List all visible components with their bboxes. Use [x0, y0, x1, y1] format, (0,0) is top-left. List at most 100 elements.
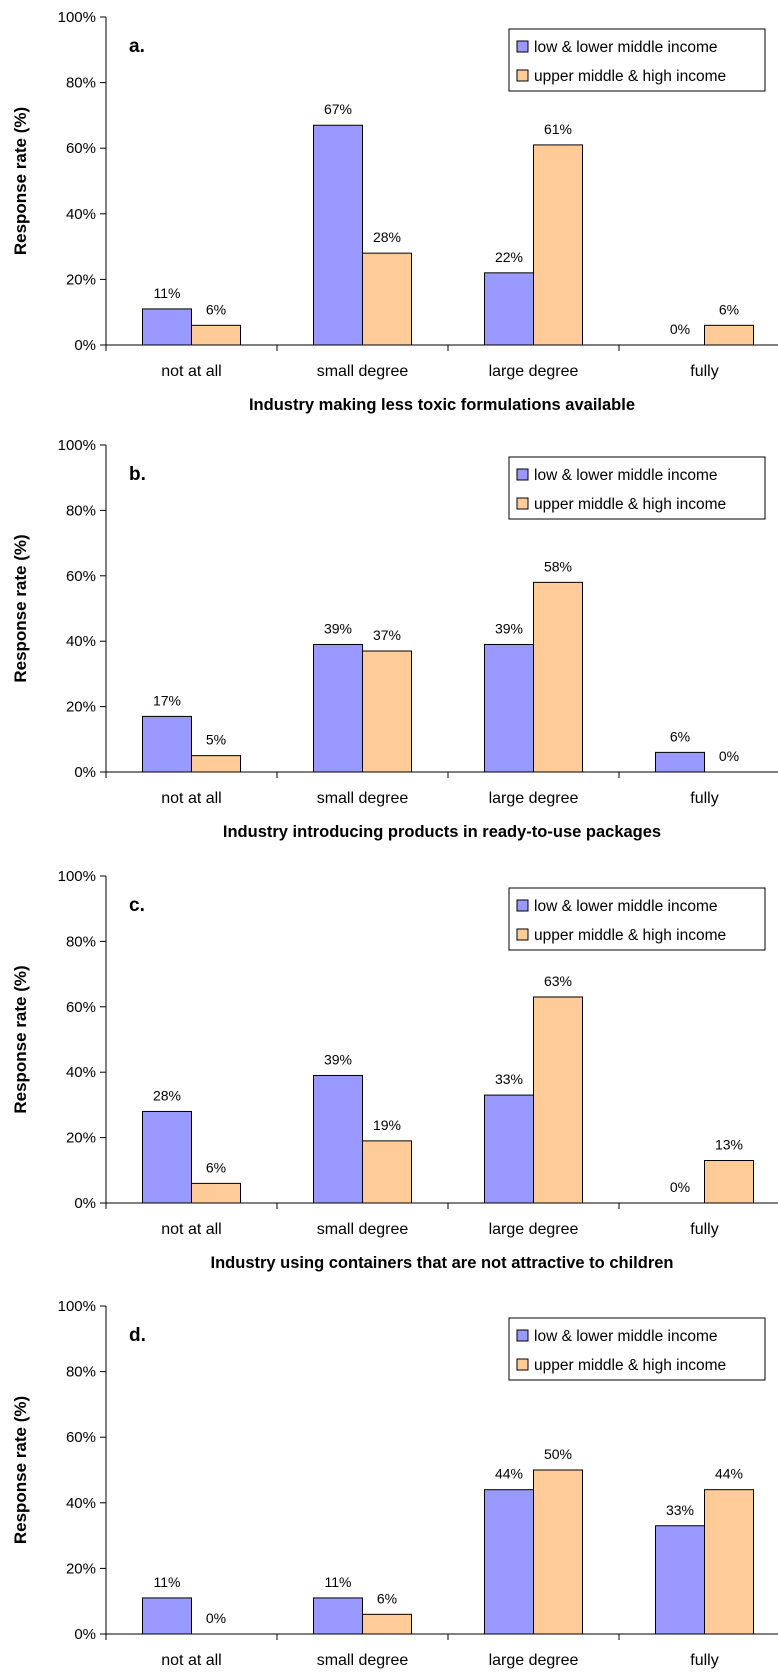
bar-high-income — [191, 1182, 241, 1204]
legend-entry: low & lower middle income — [534, 39, 718, 56]
x-tick-label: not at all — [161, 1221, 221, 1238]
y-tick-label: 20% — [66, 271, 96, 288]
y-tick-label: 20% — [66, 1130, 96, 1147]
legend-swatch-high-income — [516, 497, 529, 510]
y-tick-label: 0% — [74, 1195, 96, 1212]
legend-box — [508, 456, 766, 520]
x-tick-label: not at all — [161, 1652, 221, 1669]
x-tick-label: small degree — [317, 363, 409, 380]
bar-low-income — [142, 715, 192, 773]
data-label: 39% — [324, 1051, 352, 1067]
data-label: 37% — [373, 627, 401, 643]
bar-high-income — [704, 1159, 754, 1204]
data-label: 44% — [495, 1466, 523, 1482]
legend-box — [508, 1317, 766, 1381]
legend-entry: upper middle & high income — [534, 1357, 726, 1374]
data-label: 6% — [377, 1590, 397, 1606]
y-tick-label: 60% — [66, 999, 96, 1016]
y-tick-label: 80% — [66, 502, 96, 519]
data-label: 67% — [324, 101, 352, 117]
data-label: 61% — [544, 121, 572, 137]
panel-label: b. — [129, 464, 146, 485]
y-tick-label: 60% — [66, 1429, 96, 1446]
x-tick-label: fully — [690, 1652, 718, 1669]
bar-low-income — [313, 1074, 363, 1204]
bar-low-income — [142, 308, 192, 346]
data-label: 6% — [206, 301, 226, 317]
data-label: 63% — [544, 973, 572, 989]
y-tick-label: 40% — [66, 206, 96, 223]
x-tick-label: large degree — [489, 363, 579, 380]
data-label: 33% — [666, 1502, 694, 1518]
y-tick-label: 60% — [66, 568, 96, 585]
y-axis-title: Response rate (%) — [11, 1396, 30, 1544]
bar-low-income — [655, 1525, 705, 1635]
x-tick-label: large degree — [489, 790, 579, 807]
x-axis-title: Industry making less toxic formulations … — [249, 396, 635, 414]
bar-low-income — [655, 751, 705, 773]
chart-panel-3: 0% 20% 40% 60% 80% 100% not at all small degree… — [11, 868, 778, 1272]
bar-low-income — [313, 1597, 363, 1635]
data-label: 17% — [153, 692, 181, 708]
x-tick-label: not at all — [161, 363, 221, 380]
y-axis-title: Response rate (%) — [11, 965, 30, 1113]
y-tick-label: 20% — [66, 699, 96, 716]
y-tick-label: 0% — [74, 764, 96, 781]
data-label: 0% — [670, 321, 690, 337]
y-tick-label: 100% — [58, 868, 96, 885]
legend-entry: low & lower middle income — [534, 1328, 718, 1345]
legend-box — [508, 28, 766, 92]
y-axis-title: Response rate (%) — [11, 107, 30, 255]
chart-panel-2: 0% 20% 40% 60% 80% 100% not at all small degree… — [11, 437, 778, 841]
data-label: 39% — [495, 620, 523, 636]
y-tick-label: 80% — [66, 75, 96, 92]
y-tick-label: 40% — [66, 633, 96, 650]
data-label: 11% — [154, 1574, 181, 1590]
y-tick-label: 80% — [66, 933, 96, 950]
data-label: 28% — [153, 1087, 181, 1103]
legend-swatch-low-income — [516, 899, 529, 912]
bar-high-income — [533, 144, 583, 346]
data-label: 33% — [495, 1071, 523, 1087]
legend-entry: low & lower middle income — [534, 898, 718, 915]
legend-swatch-high-income — [516, 928, 529, 941]
data-label: 22% — [495, 249, 523, 265]
y-tick-label: 20% — [66, 1560, 96, 1577]
x-axis-title: Industry introducing products in ready-t… — [223, 823, 661, 841]
bar-low-income — [484, 1094, 534, 1204]
bar-high-income — [191, 755, 241, 773]
bar-low-income — [142, 1110, 192, 1204]
bar-low-income — [484, 272, 534, 346]
bar-high-income — [362, 252, 412, 346]
y-tick-label: 0% — [74, 1626, 96, 1643]
data-label: 6% — [670, 728, 690, 744]
x-tick-label: not at all — [161, 790, 221, 807]
legend-entry: low & lower middle income — [534, 467, 718, 484]
data-label: 44% — [715, 1466, 743, 1482]
data-label: 39% — [324, 620, 352, 636]
bar-low-income — [484, 643, 534, 773]
data-label: 50% — [544, 1446, 572, 1462]
y-tick-label: 60% — [66, 140, 96, 157]
bar-high-income — [191, 324, 241, 346]
legend-swatch-low-income — [516, 1329, 529, 1342]
x-tick-label: small degree — [317, 1221, 409, 1238]
legend-entry: upper middle & high income — [534, 927, 726, 944]
y-tick-label: 100% — [58, 437, 96, 454]
data-label: 28% — [373, 229, 401, 245]
legend-box — [508, 887, 766, 951]
data-label: 6% — [719, 301, 739, 317]
y-tick-label: 40% — [66, 1064, 96, 1081]
y-tick-label: 0% — [74, 337, 96, 354]
data-label: 0% — [206, 1610, 226, 1626]
data-label: 0% — [670, 1179, 690, 1195]
bar-high-income — [362, 650, 412, 773]
x-tick-label: large degree — [489, 1221, 579, 1238]
legend-entry: upper middle & high income — [534, 496, 726, 513]
y-axis-title: Response rate (%) — [11, 534, 30, 682]
data-label: 11% — [325, 1574, 352, 1590]
legend-entry: upper middle & high income — [534, 68, 726, 85]
x-tick-label: fully — [690, 363, 718, 380]
data-label: 13% — [715, 1136, 743, 1152]
